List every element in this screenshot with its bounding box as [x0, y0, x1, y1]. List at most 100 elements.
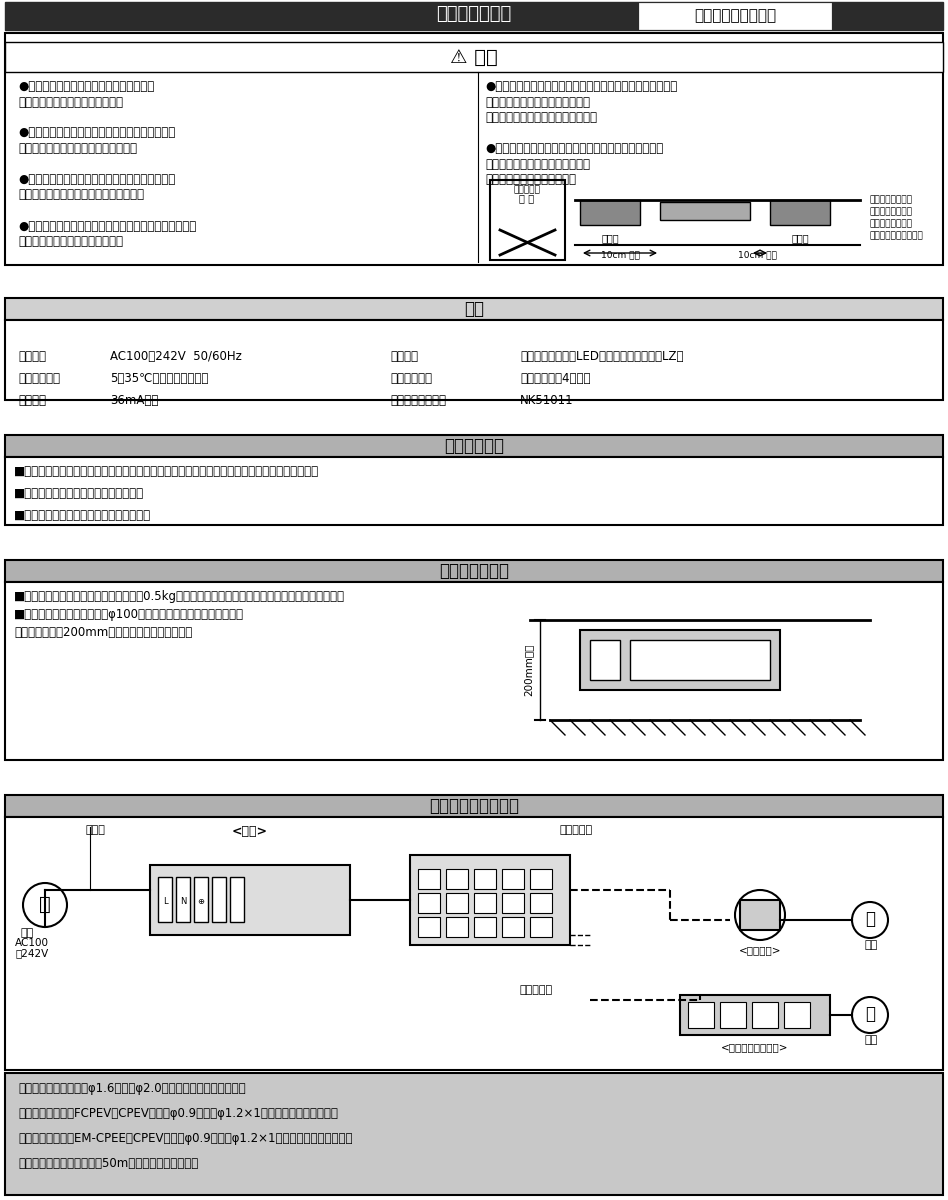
- Text: ■点検できる場所に設置してください。: ■点検できる場所に設置してください。: [14, 487, 144, 500]
- Bar: [5, 32, 943, 265]
- Text: 入力電流: 入力電流: [18, 394, 46, 407]
- Text: NK51011: NK51011: [520, 394, 574, 407]
- Bar: [530, 893, 552, 913]
- Text: AC100: AC100: [15, 938, 49, 948]
- Text: <本器>: <本器>: [232, 826, 268, 838]
- Text: 異常発熱や火災の原因となります。: 異常発熱や火災の原因となります。: [18, 142, 137, 155]
- Text: 10cm 以上: 10cm 以上: [601, 250, 640, 259]
- Bar: [5, 2, 943, 30]
- Bar: [446, 893, 468, 913]
- Bar: [502, 869, 524, 889]
- Text: 仕様: 仕様: [464, 300, 484, 318]
- Bar: [720, 1002, 746, 1028]
- Text: ●電線は剥き代を守って、確実に差し込んでください。: ●電線は剥き代を守って、確実に差し込んでください。: [18, 220, 196, 233]
- Bar: [688, 1002, 714, 1028]
- Text: ～242V: ～242V: [15, 948, 48, 958]
- Bar: [680, 995, 830, 1034]
- Text: ・調光信号線にはEM-CPEE（CPEV相当）φ0.9またはφ1.2×1ペアをご使用ください。: ・調光信号線にはEM-CPEE（CPEV相当）φ0.9またはφ1.2×1ペアをご…: [18, 1132, 353, 1145]
- Text: 電源線: 電源線: [85, 826, 105, 835]
- Text: 火災の原因となります。: 火災の原因となります。: [485, 173, 576, 186]
- Text: 200mm以上: 200mm以上: [523, 644, 533, 696]
- Text: ●本器の分解や改造および修理はしない。: ●本器の分解や改造および修理はしない。: [18, 80, 155, 92]
- Bar: [5, 1073, 943, 1195]
- Bar: [212, 877, 226, 922]
- Bar: [474, 893, 496, 913]
- Bar: [5, 817, 943, 1070]
- Text: 安全上のご注意: 安全上のご注意: [436, 5, 512, 23]
- Text: て施工してください。: て施工してください。: [870, 230, 923, 240]
- Text: ～: ～: [865, 910, 875, 928]
- Text: ●屋外、湿気が多い場所、振動のある場所、可燃性のガスが: ●屋外、湿気が多い場所、振動のある場所、可燃性のガスが: [485, 80, 677, 92]
- Bar: [5, 582, 943, 760]
- Text: ～: ～: [39, 894, 51, 913]
- Text: 電源: 電源: [20, 928, 33, 938]
- Text: L: L: [163, 898, 167, 906]
- Text: 当社製連続調光型LED照明器具（起動方式LZ）: 当社製連続調光型LED照明器具（起動方式LZ）: [520, 350, 684, 362]
- Bar: [580, 630, 780, 690]
- Bar: [752, 1002, 778, 1028]
- Text: ■天井裏に設置する際には、φ100以上の穴より設置してください。: ■天井裏に設置する際には、φ100以上の穴より設置してください。: [14, 608, 244, 622]
- Text: ・調光信号線の総配線長は50m以下にしてください。: ・調光信号線の総配線長は50m以下にしてください。: [18, 1157, 198, 1170]
- Text: 器具通信線: 器具通信線: [520, 985, 553, 995]
- Bar: [580, 200, 640, 226]
- Text: AC100～242V  50/60Hz: AC100～242V 50/60Hz: [110, 350, 242, 362]
- Text: 不 可: 不 可: [520, 193, 535, 203]
- Bar: [740, 900, 780, 930]
- Bar: [5, 794, 943, 817]
- Text: かぶせた状態で施工はしない。: かぶせた状態で施工はしない。: [485, 157, 590, 170]
- Bar: [5, 457, 943, 526]
- Text: 施工上の注意: 施工上の注意: [444, 437, 504, 455]
- Bar: [5, 42, 943, 72]
- Text: ●断熱材（防音材などの断熱効果のあるものを含む）を: ●断熱材（防音材などの断熱効果のあるものを含む）を: [485, 142, 664, 155]
- Bar: [176, 877, 190, 922]
- Bar: [490, 180, 565, 260]
- Text: 断熱材・防音材・: 断熱材・防音材・: [870, 194, 913, 204]
- Bar: [502, 893, 524, 913]
- Bar: [530, 869, 552, 889]
- Text: 発生する場所に取り付けない。: 発生する場所に取り付けない。: [485, 96, 590, 108]
- Text: 配線方法（結線図）: 配線方法（結線図）: [429, 797, 519, 815]
- Bar: [5, 298, 943, 320]
- Bar: [446, 917, 468, 937]
- Bar: [5, 320, 943, 400]
- Text: 10cm 以上: 10cm 以上: [738, 250, 776, 259]
- Text: 断熱材: 断熱材: [601, 233, 619, 242]
- Text: 火災や感電の原因となります。: 火災や感電の原因となります。: [18, 235, 123, 248]
- Text: 必ずお守りください: 必ずお守りください: [694, 8, 776, 24]
- Text: ●施工は取扱説明書にしたがい確実におこなう。: ●施工は取扱説明書にしたがい確実におこなう。: [18, 173, 175, 186]
- Text: ■制御盤など盤内部には設置できません。: ■制御盤など盤内部には設置できません。: [14, 509, 151, 522]
- Bar: [230, 877, 244, 922]
- Bar: [660, 202, 750, 220]
- Text: 36mA以下: 36mA以下: [110, 394, 158, 407]
- Text: 火災や感電の原因となります。: 火災や感電の原因となります。: [485, 110, 597, 124]
- Text: ●必ず適合負荷を最大接続台数以下で使用する。: ●必ず適合負荷を最大接続台数以下で使用する。: [18, 126, 175, 139]
- Text: 5～35℃（結露なきこと）: 5～35℃（結露なきこと）: [110, 372, 209, 385]
- Text: 電源: 電源: [865, 1034, 878, 1045]
- Bar: [150, 865, 350, 935]
- Text: ⊕: ⊕: [197, 898, 205, 906]
- Text: 断熱材施工: 断熱材施工: [514, 185, 540, 194]
- Bar: [630, 640, 770, 680]
- Text: ⚠ 警告: ⚠ 警告: [450, 48, 498, 66]
- Text: 電源: 電源: [865, 940, 878, 950]
- Text: 施工前のご確認: 施工前のご確認: [439, 562, 509, 580]
- Text: N: N: [180, 898, 186, 906]
- Bar: [474, 917, 496, 937]
- Text: 使用温度範囲: 使用温度範囲: [18, 372, 60, 385]
- Bar: [418, 917, 440, 937]
- Text: 適合負荷: 適合負荷: [390, 350, 418, 362]
- Text: ■適合外の照明器具とは接続できません。また、適合外とのコントローラとも接続できません。: ■適合外の照明器具とは接続できません。また、適合外とのコントローラとも接続できま…: [14, 464, 319, 478]
- Bar: [158, 877, 172, 922]
- Bar: [410, 854, 570, 946]
- Bar: [418, 869, 440, 889]
- Text: ～: ～: [865, 1006, 875, 1022]
- Text: <適合コントローラ>: <適合コントローラ>: [721, 1042, 789, 1052]
- Text: 電源ユニット4台まで: 電源ユニット4台まで: [520, 372, 591, 385]
- Text: 断熱材: 断熱材: [792, 233, 809, 242]
- Bar: [418, 893, 440, 913]
- Text: 火災や感電、落下の原因となります。: 火災や感電、落下の原因となります。: [18, 188, 144, 202]
- Bar: [770, 200, 830, 226]
- Text: ・電源線、アース線はφ1.6またはφ2.0銅単線をご使用ください。: ・電源線、アース線はφ1.6またはφ2.0銅単線をご使用ください。: [18, 1082, 246, 1094]
- Text: ような空間を設け: ような空間を設け: [870, 218, 913, 228]
- Text: 造営材などと左図: 造営材などと左図: [870, 206, 913, 216]
